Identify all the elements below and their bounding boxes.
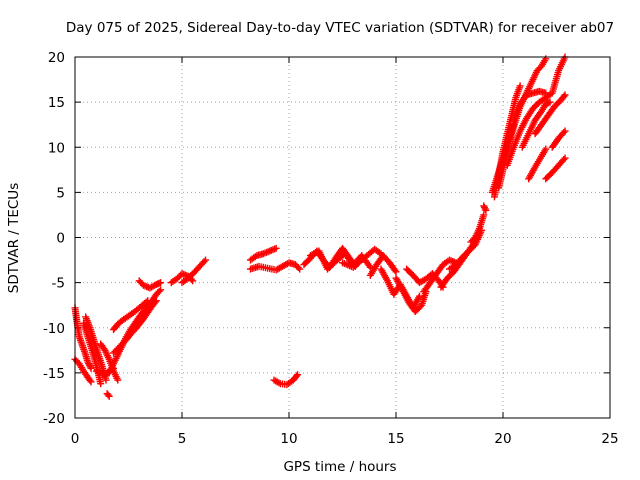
data-point	[294, 371, 302, 379]
x-tick-label: 0	[71, 431, 80, 447]
data-point	[542, 89, 550, 97]
data-point	[294, 264, 302, 272]
y-axis-label: SDTVAR / TECUs	[6, 183, 22, 293]
data-point	[104, 391, 112, 399]
y-tick-label: -10	[43, 321, 65, 337]
data-point	[151, 298, 159, 306]
data-point	[560, 92, 568, 100]
data-point	[86, 376, 94, 384]
x-tick-label: 10	[280, 431, 297, 447]
data-point	[560, 128, 568, 136]
grid-lines	[75, 57, 610, 418]
data-point	[114, 376, 122, 384]
axis-ticks: 0 5 10 15 20 25 -20 -15 -10 -5 0 5 10 15 20	[43, 50, 619, 447]
data-point	[560, 156, 568, 164]
x-tick-label: 5	[178, 431, 187, 447]
data-point	[157, 279, 165, 287]
data-point	[292, 372, 300, 380]
data-point	[542, 55, 550, 63]
data-point	[542, 145, 550, 153]
data-point	[561, 154, 569, 162]
y-tick-label: -15	[43, 366, 65, 382]
data-point	[86, 363, 94, 371]
data-point	[516, 82, 524, 90]
y-tick-label: 15	[48, 95, 65, 111]
data-point	[87, 378, 95, 386]
y-tick-label: 20	[48, 50, 65, 66]
data-point	[251, 253, 259, 261]
plot-frame	[74, 56, 611, 419]
data-point	[85, 360, 93, 368]
data-point	[200, 258, 208, 266]
data-point	[275, 379, 283, 387]
data-points	[71, 53, 569, 400]
data-point	[105, 392, 113, 400]
data-point	[391, 266, 399, 274]
x-tick-label: 20	[494, 431, 511, 447]
data-point	[546, 98, 554, 106]
data-point	[296, 265, 304, 273]
chart-title: Day 075 of 2025, Sidereal Day-to-day VTE…	[66, 20, 614, 36]
data-point	[157, 286, 165, 294]
data-point	[392, 268, 400, 276]
data-point	[142, 298, 150, 306]
y-tick-label: 0	[56, 231, 65, 247]
x-tick-label: 25	[601, 431, 618, 447]
data-point	[481, 205, 489, 213]
data-point	[87, 364, 95, 372]
data-point	[189, 277, 197, 285]
data-point	[202, 256, 210, 264]
data-point	[102, 376, 110, 384]
data-point	[482, 206, 490, 214]
y-tick-label: -20	[43, 411, 65, 427]
x-tick-label: 15	[387, 431, 404, 447]
data-point	[84, 358, 92, 366]
data-point	[152, 297, 160, 305]
data-point	[97, 380, 105, 388]
y-tick-label: 5	[56, 185, 65, 201]
y-tick-label: -5	[52, 276, 65, 292]
data-point	[561, 91, 569, 99]
data-point	[561, 127, 569, 135]
data-point	[144, 297, 152, 305]
data-point	[375, 249, 383, 257]
y-tick-label: 10	[48, 140, 65, 156]
x-axis-label: GPS time / hours	[283, 459, 396, 475]
data-point	[272, 244, 280, 252]
data-point	[480, 211, 488, 219]
data-point	[85, 361, 93, 369]
data-point	[155, 287, 163, 295]
